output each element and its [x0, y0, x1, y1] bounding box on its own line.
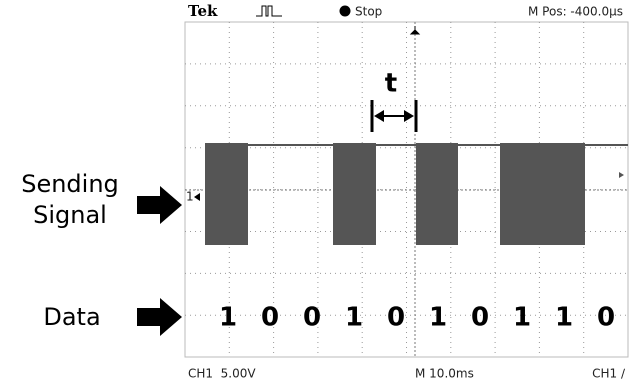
status-dot [340, 6, 351, 17]
channel-marker: 1 [186, 190, 194, 204]
channel-scale: CH1 5.00V [188, 367, 256, 381]
brand: Tek [188, 2, 218, 20]
bit: 1 [219, 303, 237, 333]
period-label: t [385, 69, 397, 99]
position: M Pos: -400.0μs [528, 5, 623, 19]
bit: 1 [555, 303, 573, 333]
bit: 1 [513, 303, 531, 333]
trigger-source: CH1 ∕ [592, 367, 626, 381]
bit: 0 [471, 303, 489, 333]
signal-label: Sending [21, 170, 119, 198]
data-label: Data [43, 303, 100, 331]
scope-figure: Tek Stop M Pos: -400.0μs 1 t Sending Sig… [0, 0, 630, 389]
bit: 0 [597, 303, 615, 333]
carrier-burst [500, 143, 585, 245]
bit: 0 [303, 303, 321, 333]
bit: 0 [261, 303, 279, 333]
timebase: M 10.0ms [415, 367, 474, 381]
bit: 1 [429, 303, 447, 333]
carrier-burst [205, 143, 248, 245]
status: Stop [355, 5, 382, 19]
carrier-burst [416, 143, 458, 245]
bit: 0 [387, 303, 405, 333]
signal-label: Signal [33, 201, 107, 229]
carrier-burst [333, 143, 376, 245]
bit: 1 [345, 303, 363, 333]
